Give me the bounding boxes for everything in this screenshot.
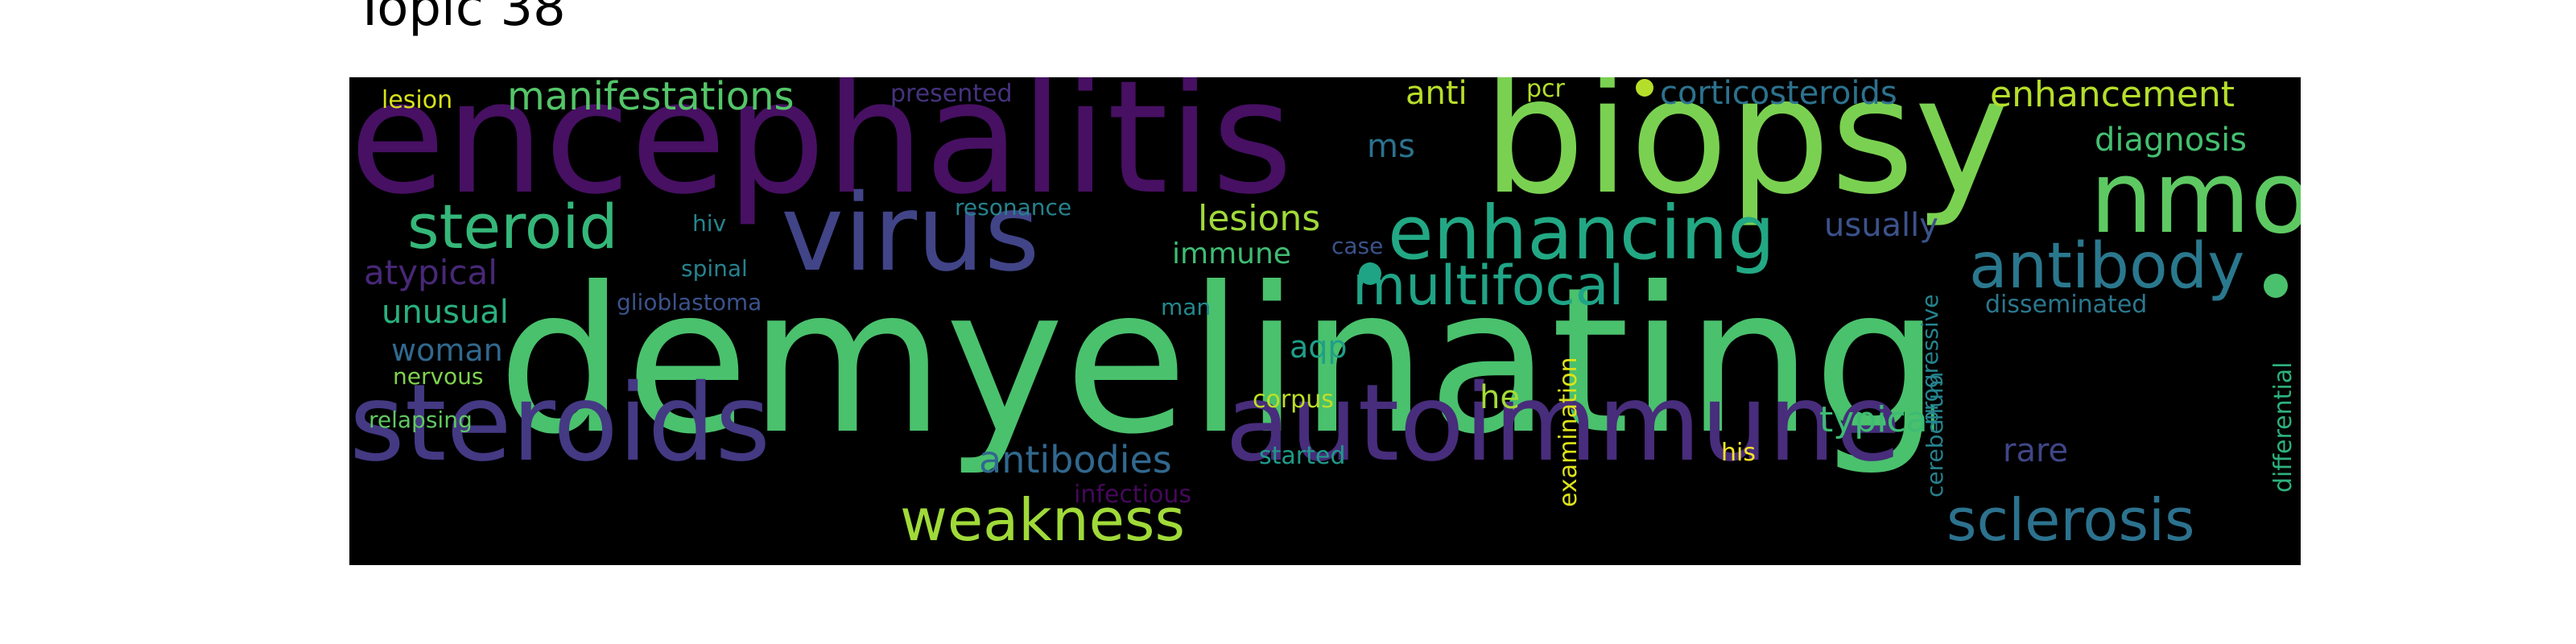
figure-title: Topic 38 [354, 0, 566, 38]
word-steroids: steroids [349, 361, 771, 485]
word-rare: rare [2003, 432, 2069, 469]
word-manifestations: manifestations [507, 77, 795, 119]
word-infectious: infectious [1074, 481, 1191, 509]
word-antibodies: antibodies [979, 438, 1172, 481]
word-usually: usually [1824, 207, 1938, 244]
word-steroid: steroid [407, 191, 618, 262]
word-started: started [1259, 442, 1346, 470]
word-glioblastoma: glioblastoma [617, 289, 762, 316]
word-enhancing: enhancing [1388, 190, 1775, 276]
word-pcr: pcr [1526, 77, 1565, 103]
word-spinal: spinal [681, 255, 748, 282]
cloud-dot [2264, 274, 2288, 298]
word-sclerosis: sclerosis [1946, 486, 2195, 554]
word-atypical: atypical [364, 253, 497, 292]
word-man: man [1161, 294, 1212, 320]
word-nervous: nervous [393, 363, 484, 390]
word-antibody: antibody [1969, 230, 2245, 303]
word-demyelinating: demyelinating [497, 244, 1941, 478]
word-corpus: corpus [1253, 386, 1334, 414]
word-differential: differential [2269, 361, 2297, 493]
word-lesion: lesion [382, 86, 453, 114]
word-his: his [1721, 439, 1756, 467]
word-disseminated: disseminated [1985, 291, 2148, 319]
word-biopsy: biopsy [1483, 77, 2010, 230]
word-typical: typical [1819, 399, 1938, 440]
cloud-dot [1359, 262, 1381, 285]
word-aqp: aqp [1290, 329, 1348, 365]
word-corticosteroids: corticosteroids [1660, 77, 1897, 112]
word-autoimmune: autoimmune [1225, 361, 1901, 485]
word-relapsing: relapsing [369, 407, 473, 433]
word-cerebellum: cerebellum [1922, 371, 1948, 497]
word-anti: anti [1406, 77, 1468, 112]
word-nmo: nmo [2090, 140, 2301, 256]
word-lesions: lesions [1198, 198, 1321, 239]
word-ms: ms [1367, 128, 1415, 165]
word-encephalitis: encephalitis [349, 77, 1294, 229]
word-hiv: hiv [692, 210, 727, 237]
word-examination: examination [1554, 357, 1583, 508]
word-he: he [1480, 379, 1520, 416]
word-multifocal: multifocal [1352, 254, 1624, 318]
word-weakness: weakness [900, 486, 1185, 554]
word-case: case [1331, 233, 1384, 259]
word-unusual: unusual [382, 294, 509, 331]
word-presented: presented [890, 80, 1013, 108]
word-enhancement: enhancement [1990, 77, 2235, 115]
word-resonance: resonance [955, 194, 1072, 221]
word-cloud: demyelinating encephalitis biopsy autoimmun… [349, 77, 2301, 565]
word-woman: woman [391, 332, 503, 368]
word-immune: immune [1172, 237, 1291, 270]
word-diagnosis: diagnosis [2095, 122, 2248, 159]
word-virus: virus [781, 171, 1040, 295]
cloud-dot [1636, 79, 1653, 97]
